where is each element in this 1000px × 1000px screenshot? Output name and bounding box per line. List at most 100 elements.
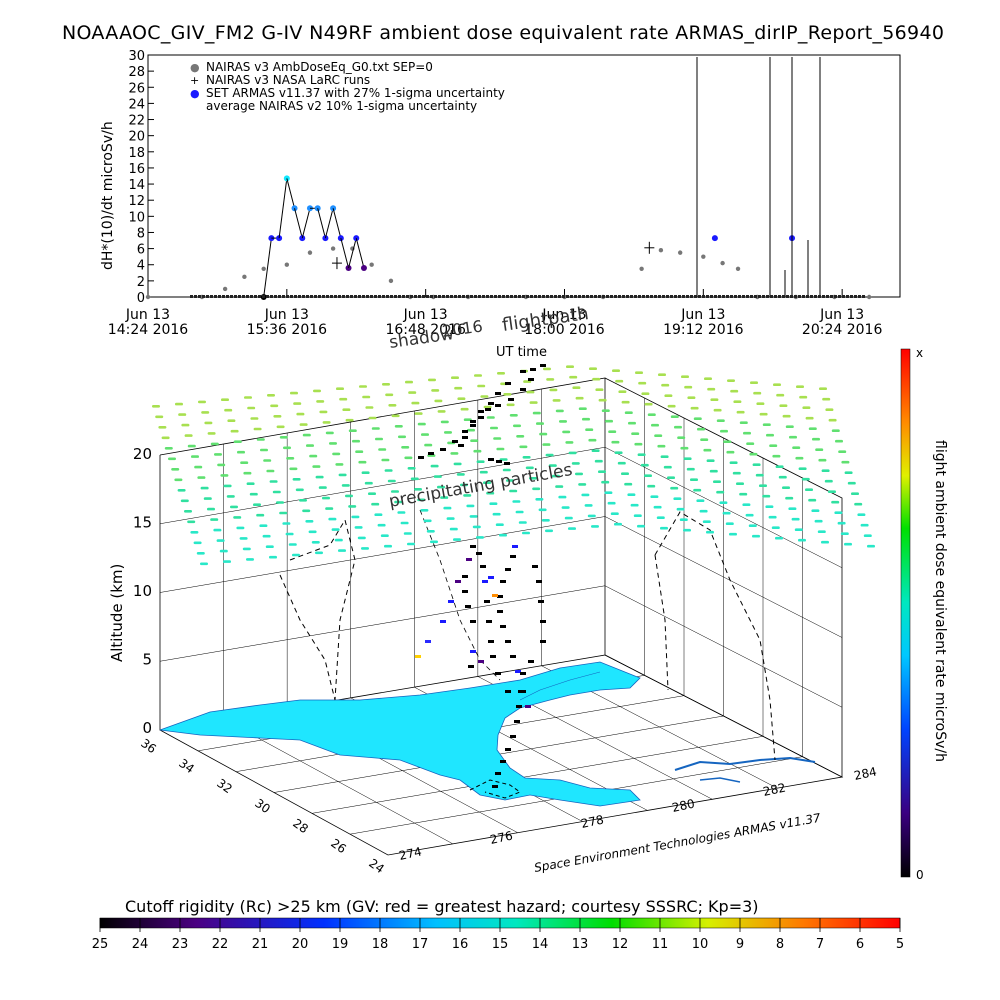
armas-baseline-point	[826, 295, 829, 298]
particle-mark	[663, 465, 672, 469]
particle-mark	[198, 400, 206, 404]
armas-baseline-point	[246, 295, 249, 298]
particle-mark	[794, 528, 803, 531]
particle-mark	[384, 469, 393, 472]
particle-mark	[529, 477, 537, 480]
flightpath-point	[495, 404, 501, 407]
armas-baseline-point	[402, 295, 405, 298]
flightpath-point	[462, 575, 468, 578]
armas-baseline-point	[506, 295, 509, 298]
armas-baseline-point	[814, 295, 817, 298]
armas-baseline-point	[734, 295, 737, 298]
particle-mark	[384, 544, 392, 548]
particle-mark	[569, 375, 578, 379]
armas-baseline-point	[638, 295, 641, 298]
armas-baseline-point	[670, 295, 673, 298]
nairas-v3-point	[639, 266, 644, 271]
particle-mark	[851, 492, 859, 495]
flightpath-point	[478, 416, 484, 419]
particle-mark	[460, 407, 469, 411]
armas-baseline-point	[262, 295, 265, 298]
colorbar-tick-label: 12	[612, 937, 629, 952]
flightpath-point	[455, 580, 461, 583]
particle-mark	[407, 542, 415, 546]
particle-mark	[683, 528, 691, 532]
particle-mark	[207, 432, 216, 435]
particle-mark	[657, 444, 666, 448]
wall-grid-line	[159, 516, 606, 593]
legend-entry: average NAIRAS v2 10% 1-sigma uncertaint…	[206, 99, 477, 113]
flightpath-point	[500, 625, 506, 628]
particle-mark	[338, 473, 347, 477]
latitude-tick-label: 28	[290, 816, 311, 836]
armas-baseline-point	[526, 295, 529, 298]
particle-mark	[430, 540, 438, 544]
particle-mark	[263, 459, 272, 462]
armas-baseline-point	[346, 295, 349, 298]
particle-mark	[299, 423, 308, 426]
flightpath-point	[440, 620, 446, 623]
particle-mark	[525, 466, 534, 470]
flightpath-point	[505, 568, 511, 571]
particle-mark	[305, 520, 314, 523]
particle-mark	[821, 469, 830, 472]
particle-mark	[483, 481, 491, 484]
armas-baseline-point	[394, 295, 397, 298]
particle-mark	[592, 377, 601, 381]
flightpath-point	[478, 660, 484, 663]
particle-mark	[158, 426, 167, 429]
particle-mark	[213, 528, 222, 532]
armas-baseline-point	[266, 295, 269, 298]
armas-baseline-point	[258, 295, 261, 298]
flightpath-point	[470, 420, 476, 423]
particle-mark	[339, 397, 348, 401]
particle-mark	[792, 446, 801, 449]
armas-baseline-point	[362, 295, 365, 298]
credit-label: Space Environment Technologies ARMAS v11…	[533, 811, 822, 875]
particle-mark	[706, 530, 714, 534]
particle-mark	[187, 520, 196, 524]
armas-baseline-point	[614, 295, 617, 298]
flightpath-point	[540, 364, 546, 367]
map-island-2	[699, 777, 741, 783]
particle-mark	[493, 437, 502, 440]
flightpath-point	[488, 640, 494, 643]
nairas-v3-point	[307, 250, 313, 255]
right-colorbar-label: flight ambient dose equivalent rate micr…	[932, 440, 948, 762]
particle-mark	[456, 473, 465, 476]
particle-mark	[522, 456, 531, 459]
flightpath-point	[448, 600, 454, 603]
colorbar-tick-label: 21	[252, 937, 269, 952]
flightpath-point	[495, 672, 501, 675]
colorbar-tick-label: 24	[132, 937, 149, 952]
particle-mark	[529, 401, 538, 404]
flightpath-point	[478, 410, 484, 413]
particle-mark	[635, 371, 643, 374]
particle-mark	[598, 470, 606, 473]
y-tick-label: 22	[128, 114, 145, 129]
armas-baseline-point	[270, 295, 273, 298]
particle-mark	[844, 542, 852, 546]
armas-baseline-point	[254, 295, 257, 298]
particle-mark	[719, 501, 728, 504]
particle-mark	[155, 415, 164, 419]
armas-baseline-point	[806, 295, 809, 298]
particle-mark	[589, 367, 597, 370]
nairas-v3-point	[388, 278, 394, 284]
particle-mark	[538, 508, 547, 512]
y-tick-label: 14	[128, 178, 145, 193]
particle-mark	[608, 430, 617, 433]
particle-mark	[486, 416, 495, 419]
shadow-right-wall-2	[654, 554, 669, 691]
colorbar-tick-label: 20	[292, 937, 309, 952]
flightpath-point	[476, 552, 482, 555]
armas-baseline-point	[774, 295, 777, 298]
particle-mark	[279, 511, 288, 515]
particle-mark	[227, 419, 236, 422]
particle-mark	[658, 373, 666, 376]
particle-mark	[722, 511, 731, 515]
armas-baseline-point	[494, 295, 497, 298]
particle-mark	[837, 521, 846, 525]
particle-mark	[555, 485, 564, 488]
particle-mark	[398, 435, 406, 439]
